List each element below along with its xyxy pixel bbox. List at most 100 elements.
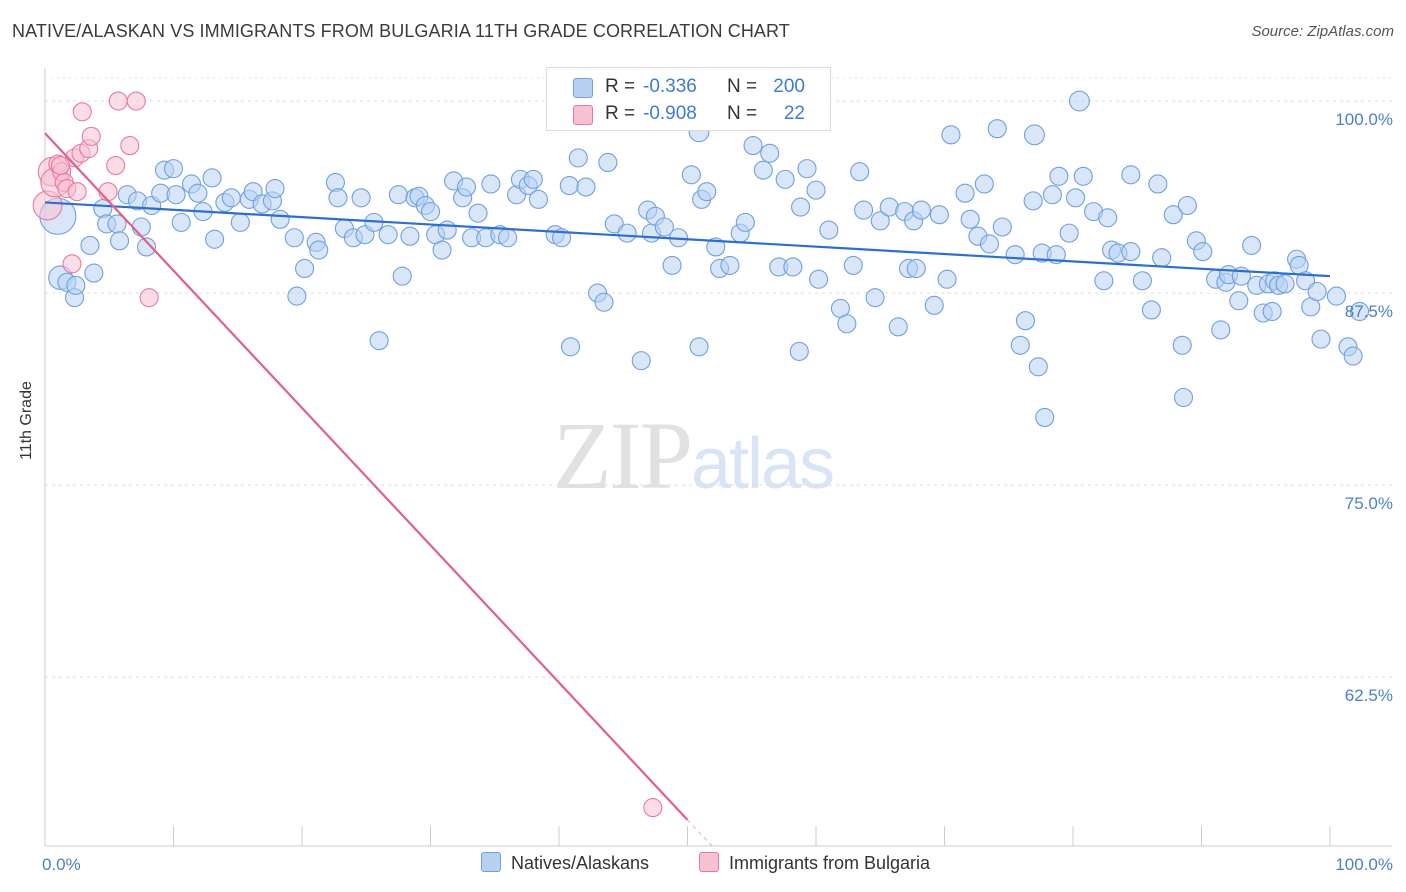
data-point	[120, 136, 140, 156]
legend-n-value-bulgaria: 22	[783, 103, 805, 124]
data-point	[1042, 185, 1062, 205]
data-point	[1059, 223, 1079, 243]
y-tick-label: 100.0%	[1335, 110, 1393, 129]
data-point	[1068, 90, 1090, 112]
data-point	[1035, 407, 1055, 428]
data-point	[456, 177, 477, 197]
data-point	[1121, 242, 1141, 262]
data-point	[1275, 274, 1295, 294]
series-natives-alaskans	[39, 90, 1370, 428]
data-point	[568, 148, 588, 168]
data-point	[106, 156, 126, 176]
data-point	[139, 288, 159, 308]
data-point	[992, 217, 1012, 237]
data-point	[1311, 329, 1331, 349]
y-tick-label: 75.0%	[1345, 494, 1393, 513]
data-point	[392, 266, 412, 286]
data-point	[760, 143, 780, 163]
legend-r-value-natives: -0.336	[643, 76, 697, 97]
data-point	[126, 91, 146, 111]
bottom-legend-natives: Natives/Alaskans	[481, 852, 649, 874]
data-point	[80, 235, 100, 255]
legend: R = -0.336 N = 200 R = -0.908 N = 22	[546, 67, 831, 131]
data-point	[72, 102, 92, 122]
data-point	[1073, 166, 1093, 186]
data-point	[806, 180, 826, 200]
data-point	[743, 136, 763, 156]
data-point	[221, 188, 241, 208]
data-point	[1148, 174, 1168, 194]
data-point	[631, 351, 651, 371]
data-point	[270, 209, 290, 229]
data-point	[809, 269, 829, 289]
data-point	[924, 295, 944, 315]
data-point	[697, 182, 717, 202]
data-point	[850, 162, 870, 182]
data-point	[789, 341, 809, 361]
data-point	[378, 225, 398, 245]
data-point	[351, 188, 371, 208]
watermark-atlas: atlas	[691, 424, 835, 504]
data-point	[328, 188, 348, 208]
data-point	[163, 159, 184, 179]
data-point	[604, 214, 624, 234]
data-point	[974, 174, 994, 194]
data-point	[1229, 291, 1249, 311]
x-tick-label: 100.0%	[1335, 855, 1393, 874]
data-point	[84, 263, 104, 283]
data-point	[1326, 286, 1346, 306]
legend-r-value-bulgaria: -0.908	[643, 103, 697, 124]
data-point	[1163, 205, 1183, 225]
data-point	[166, 185, 186, 205]
data-point	[432, 240, 452, 260]
series-immigrants-from-bulgaria	[32, 91, 663, 818]
data-point	[230, 212, 250, 232]
data-point	[681, 165, 701, 185]
data-point	[1094, 271, 1114, 291]
x-tick-label: 0.0%	[42, 855, 81, 874]
legend-row-bulgaria: R = -0.908 N = 22	[547, 101, 830, 127]
data-point	[783, 257, 803, 277]
bottom-legend-bulgaria: Immigrants from Bulgaria	[699, 852, 930, 874]
data-point	[62, 254, 82, 274]
data-point	[911, 200, 931, 220]
data-point	[906, 258, 926, 279]
data-point	[987, 119, 1007, 139]
data-point	[662, 255, 682, 275]
data-point	[171, 212, 191, 232]
data-point	[735, 212, 755, 232]
data-point	[853, 200, 874, 220]
watermark-zip: ZIP	[553, 402, 693, 509]
legend-r-label: R =	[605, 76, 636, 97]
data-point	[870, 211, 890, 231]
data-point	[819, 220, 839, 240]
data-point	[937, 269, 957, 289]
data-point	[1015, 311, 1036, 331]
data-point	[888, 317, 908, 337]
trend-line-natives	[44, 201, 1331, 278]
bottom-legend-swatch-bulgaria	[699, 852, 719, 872]
tick-labels: 100.0% 87.5% 75.0% 62.5% 0.0% 100.0%	[42, 110, 1393, 874]
data-point	[617, 223, 637, 243]
data-point	[265, 179, 285, 199]
data-point	[67, 182, 87, 202]
source-label: Source: ZipAtlas.com	[1251, 23, 1394, 40]
data-point	[837, 314, 857, 334]
data-point	[1005, 245, 1025, 265]
trend-line-bulgaria-extension	[687, 819, 713, 847]
data-point	[1028, 357, 1048, 377]
grid-lines	[45, 77, 1392, 678]
data-point	[1049, 166, 1069, 186]
data-point	[654, 217, 674, 237]
data-point	[1023, 124, 1045, 146]
data-point	[287, 286, 307, 306]
legend-row-natives: R = -0.336 N = 200	[547, 74, 830, 100]
data-point	[1177, 195, 1197, 216]
legend-n-value-natives: 200	[773, 76, 805, 97]
data-point	[205, 229, 225, 249]
bottom-legend-swatch-natives	[481, 852, 501, 872]
data-point	[1141, 300, 1161, 320]
trend-line-bulgaria	[44, 132, 689, 821]
data-point	[468, 203, 488, 223]
